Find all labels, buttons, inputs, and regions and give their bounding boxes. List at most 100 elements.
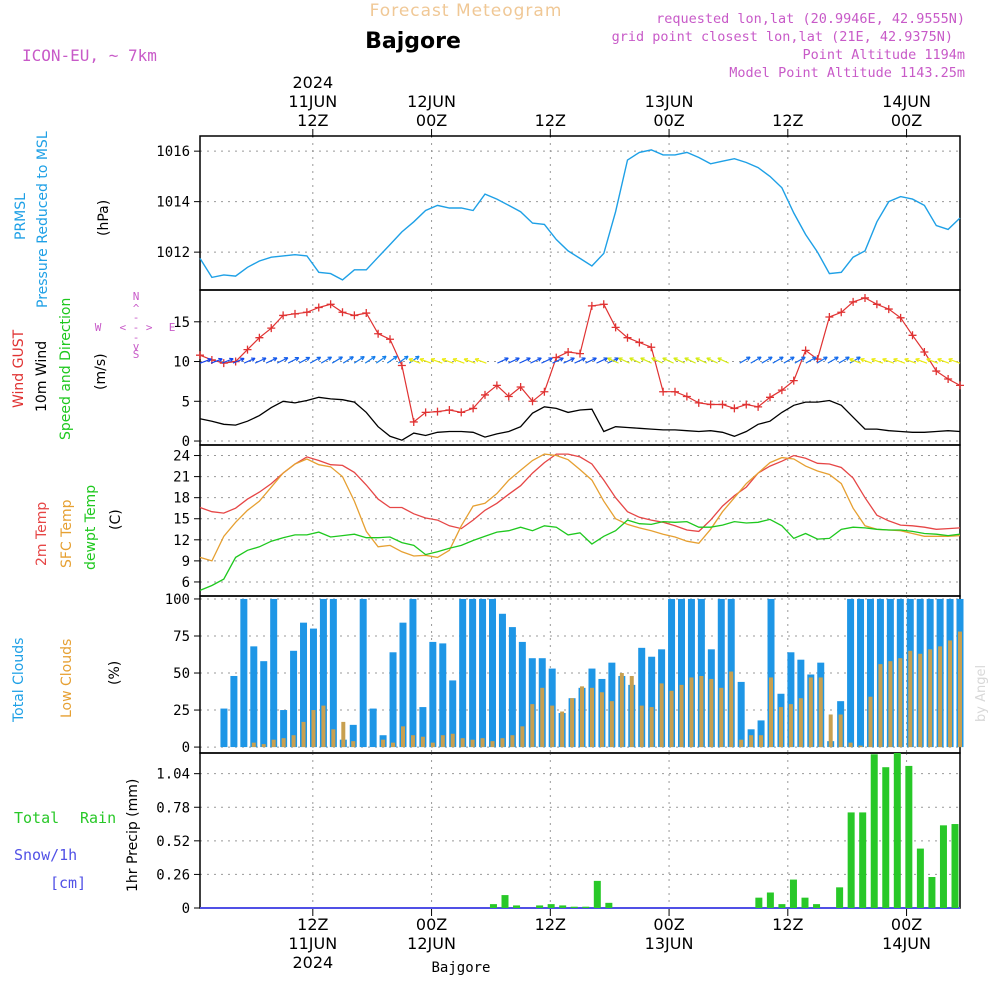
title: Forecast Meteogram: [370, 1, 563, 21]
total-cloud-bar: [300, 622, 308, 748]
wind-arrow-head: [603, 357, 608, 362]
compass-dash-bottom: -: [133, 331, 140, 344]
wind-arrow-head: [882, 357, 887, 363]
wind-arrow-head: [823, 356, 828, 361]
low-cloud-bar: [271, 739, 276, 748]
wind-arrow-head: [408, 357, 414, 363]
low-cloud-bar: [918, 653, 923, 748]
total-cloud-bar: [389, 652, 397, 748]
wind-arrow: [232, 357, 245, 364]
low-cloud-bar: [659, 683, 664, 748]
pressure-unit: (hPa): [96, 200, 112, 236]
panel-frame: [199, 444, 961, 597]
wind-arrow: [618, 357, 630, 364]
low-cloud-bar: [450, 733, 455, 748]
low-cloud-bar: [291, 735, 296, 748]
x-tick-label-bottom: 12Z: [535, 915, 566, 934]
total-cloud-bar: [866, 598, 874, 748]
gust-marker: [777, 386, 786, 395]
wind-arrow: [805, 356, 817, 364]
wind-arrow: [717, 357, 729, 364]
total-cloud-bar: [459, 598, 467, 748]
wind-arrow-head: [283, 357, 289, 362]
gust-marker: [504, 392, 513, 401]
gust-marker: [587, 301, 596, 310]
wind-arrow: [419, 358, 432, 364]
clouds-unit: (%): [107, 661, 123, 685]
wind-arrow: [298, 356, 310, 364]
y-tick-label: 18: [173, 491, 190, 507]
wind-arrow: [353, 356, 365, 364]
wind-arrow-head: [871, 357, 876, 363]
compass-dash-top: -: [133, 311, 140, 324]
low-cloud-bar: [669, 690, 674, 748]
panel-frame: [199, 289, 961, 446]
x-tick-label-top: 11JUN: [288, 92, 337, 111]
gust-marker: [421, 408, 430, 417]
y-tick-label: 24: [173, 449, 190, 465]
low-cloud-bar: [570, 698, 575, 748]
total-cloud-bar: [757, 720, 765, 748]
wind-arrow-head: [779, 356, 784, 361]
total-cloud-bar: [270, 598, 278, 748]
rain-bar: [559, 905, 567, 908]
total-cloud-bar: [479, 598, 487, 748]
low-cloud-bar: [729, 671, 734, 748]
precip-cm-label: [cm]: [50, 874, 86, 892]
compass-s: S: [133, 348, 140, 361]
x-tick-label-top: 00Z: [891, 111, 922, 130]
gust-marker: [623, 333, 632, 342]
wind-arrow-head: [662, 357, 667, 362]
wind-arrow-head: [272, 357, 278, 362]
total-cloud-bar: [668, 598, 676, 748]
low-cloud-bar: [699, 675, 704, 748]
x-tick-label-top: 00Z: [416, 111, 447, 130]
wind-arrow-head: [629, 357, 634, 362]
point-altitude: Point Altitude 1194m: [802, 47, 965, 63]
gust-marker: [956, 381, 964, 390]
temp-dewpt-line: [199, 518, 961, 592]
wind-arrow-head: [526, 357, 531, 362]
wind-arrow-head: [801, 356, 806, 361]
wind-arrow-head: [812, 356, 817, 361]
gust-marker: [386, 335, 394, 344]
low-cloud-bar: [719, 687, 724, 748]
wind-arrow-head: [316, 356, 322, 361]
gust-marker: [599, 300, 608, 309]
pressure-line: [199, 149, 961, 281]
y-tick-label: 9: [182, 554, 190, 570]
rain-bar: [489, 904, 497, 908]
x-tick-label-top: 2024: [292, 73, 333, 92]
wind-arrow-head: [684, 357, 689, 362]
gust-marker: [219, 359, 228, 368]
gust-marker: [659, 387, 668, 396]
wind-arrow-head: [349, 356, 354, 361]
y-tick-label: 15: [173, 512, 190, 528]
total-cloud-bar: [359, 598, 367, 748]
compass-arrows: < - >: [119, 321, 152, 334]
rain-bar: [870, 754, 878, 908]
wind-arrow-head: [441, 357, 447, 363]
model-name: ICON-EU, ~ 7km: [22, 46, 157, 65]
x-tick-label-bottom: 2024: [292, 953, 333, 972]
gust-marker: [302, 308, 311, 317]
panel-0: 1012 1014 1016: [156, 135, 961, 291]
gust-marker: [837, 308, 846, 317]
wind-arrow-head: [768, 356, 773, 361]
low-cloud-bar: [381, 739, 386, 748]
y-tick-label: 0: [182, 901, 190, 917]
low-cloud-bar: [599, 692, 604, 748]
total-cloud-bar: [737, 681, 745, 748]
rain-bar: [536, 905, 544, 908]
gust-marker: [849, 297, 858, 306]
low-cloud-bar: [649, 707, 654, 748]
wind-arrow: [430, 358, 443, 364]
wind-arrow-head: [790, 356, 795, 361]
wind-arrow-head: [474, 357, 480, 363]
wind-arrow: [530, 357, 542, 364]
low-cloud-bar: [788, 704, 793, 748]
total-cloud-bar: [349, 724, 357, 748]
gust-marker: [682, 392, 691, 401]
watermark: by Angel: [974, 665, 989, 722]
